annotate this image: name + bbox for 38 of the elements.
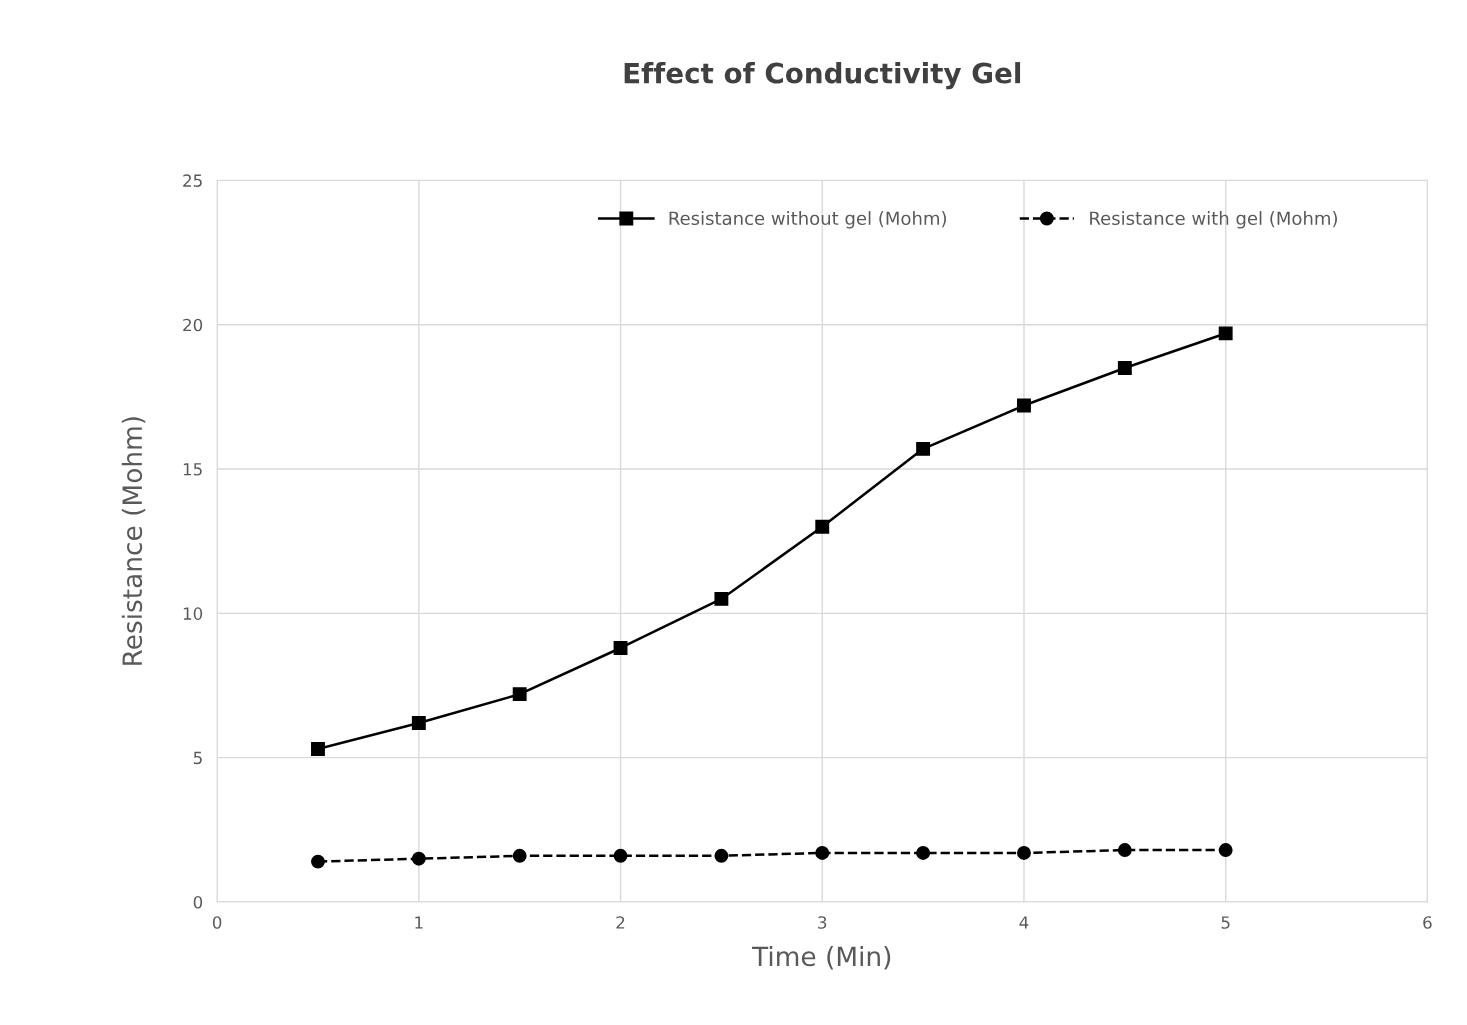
point	[714, 591, 729, 606]
legend-label: Resistance with gel (Mohm)	[1090, 211, 1337, 229]
point	[1117, 361, 1132, 375]
point	[916, 845, 931, 860]
x-tick-label: 2	[616, 916, 625, 929]
y-axis-title: Resistance (Mohm)	[121, 417, 146, 665]
x-tick-label: 0	[212, 916, 222, 929]
y-tick-label: 0	[193, 895, 203, 909]
point	[1017, 845, 1031, 860]
point	[1017, 398, 1031, 413]
x-tick-label: 6	[1423, 916, 1432, 929]
x-tick-label: 4	[1019, 916, 1029, 929]
point	[512, 848, 527, 863]
y-tick-label: 20	[183, 318, 203, 332]
y-tick-label: 10	[183, 607, 203, 620]
legend-label: Resistance without gel (Mohm)	[669, 211, 946, 229]
y-tick-label: 25	[183, 174, 202, 187]
x-tick-label: 1	[415, 916, 423, 929]
chart-title: Effect of Conductivity Gel	[624, 62, 1021, 90]
point	[714, 848, 729, 863]
point	[613, 641, 628, 655]
x-tick-label: 5	[1221, 916, 1230, 929]
point	[815, 845, 830, 860]
point	[1218, 326, 1233, 341]
point	[512, 687, 527, 702]
point	[411, 716, 426, 730]
point	[1117, 843, 1132, 857]
point	[1218, 843, 1233, 857]
point	[411, 851, 426, 866]
point	[311, 742, 325, 756]
x-axis-title: Time (Min)	[751, 945, 891, 970]
point	[613, 848, 628, 863]
x-tick-label: 3	[818, 916, 827, 929]
point	[916, 441, 931, 456]
point	[311, 854, 325, 869]
point	[815, 519, 830, 534]
y-tick-label: 15	[183, 463, 202, 476]
y-tick-label: 5	[193, 751, 202, 765]
